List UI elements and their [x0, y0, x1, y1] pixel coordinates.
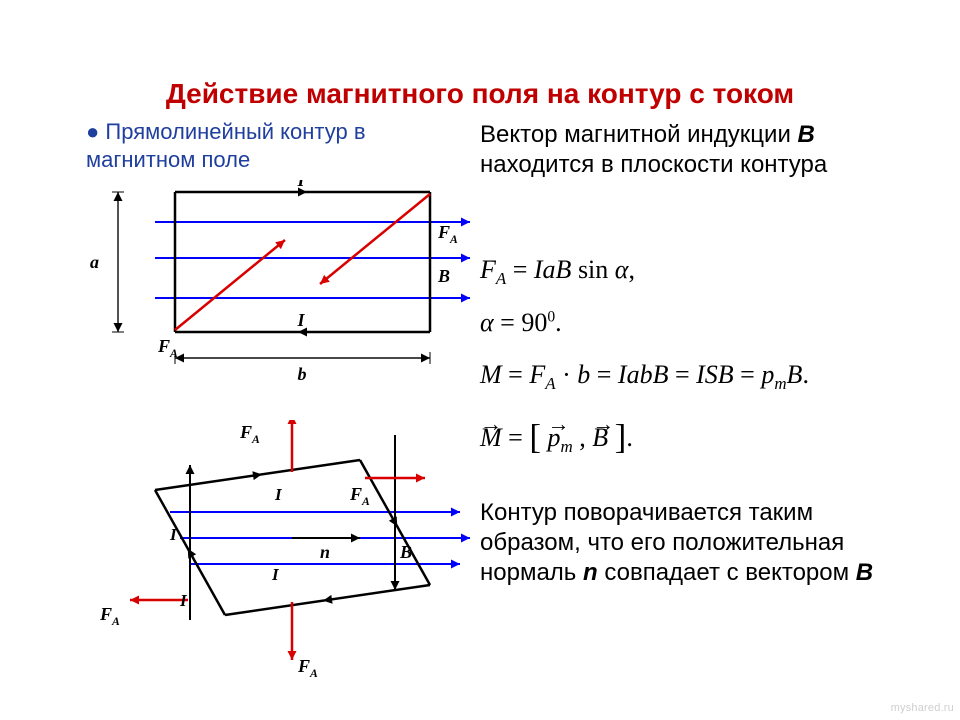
svg-text:B: B — [437, 266, 450, 286]
diagram-rectangular-loop: I I FA FA Ba b — [60, 180, 470, 405]
paragraph-induction-vector: Вектор магнитной индукции В находится в … — [480, 120, 920, 180]
svg-text:FA: FA — [239, 422, 260, 446]
paragraph-contour-rotation: Контур поворачивается таким образом, что… — [480, 498, 920, 588]
p1-suffix: находится в плоскости контура — [480, 151, 827, 178]
formula-ampere-force: FA = IaB sin α, — [480, 255, 920, 289]
formula-moment: M = FA · b = IabB = ISB = pmB. — [480, 360, 920, 394]
p1-prefix: Вектор магнитной индукции — [480, 121, 798, 148]
diagram-tilted-loop: FAFAFAFAIIIInB — [60, 420, 470, 680]
p2-em-B: В — [856, 559, 873, 586]
svg-text:FA: FA — [99, 604, 120, 628]
svg-text:b: b — [298, 364, 307, 384]
svg-text:B: B — [399, 542, 412, 562]
p1-em-B: В — [798, 121, 815, 148]
svg-text:FA: FA — [349, 484, 370, 508]
svg-text:a: a — [90, 252, 99, 272]
slide-title: Действие магнитного поля на контур с ток… — [0, 78, 960, 110]
svg-text:FA: FA — [157, 336, 178, 360]
svg-text:I: I — [271, 565, 280, 584]
svg-text:FA: FA — [437, 222, 458, 246]
svg-text:FA: FA — [297, 656, 318, 680]
svg-text:I: I — [274, 485, 283, 504]
formula-moment-vector: M → = [ p → m , B → ]. — [480, 415, 920, 457]
subtitle-text: Прямолинейный контур в магнитном поле — [86, 119, 366, 172]
p2-mid: совпадает с вектором — [598, 559, 856, 586]
formula-alpha-90: α = 900. — [480, 308, 920, 338]
watermark: myshared.ru — [891, 702, 954, 714]
bullet-icon: ● — [86, 119, 99, 144]
svg-text:I: I — [297, 310, 306, 330]
svg-text:I: I — [297, 180, 306, 190]
svg-text:n: n — [320, 542, 330, 562]
p2-em-n: n — [583, 559, 598, 586]
slide-subtitle: ● Прямолинейный контур в магнитном поле — [86, 118, 426, 173]
